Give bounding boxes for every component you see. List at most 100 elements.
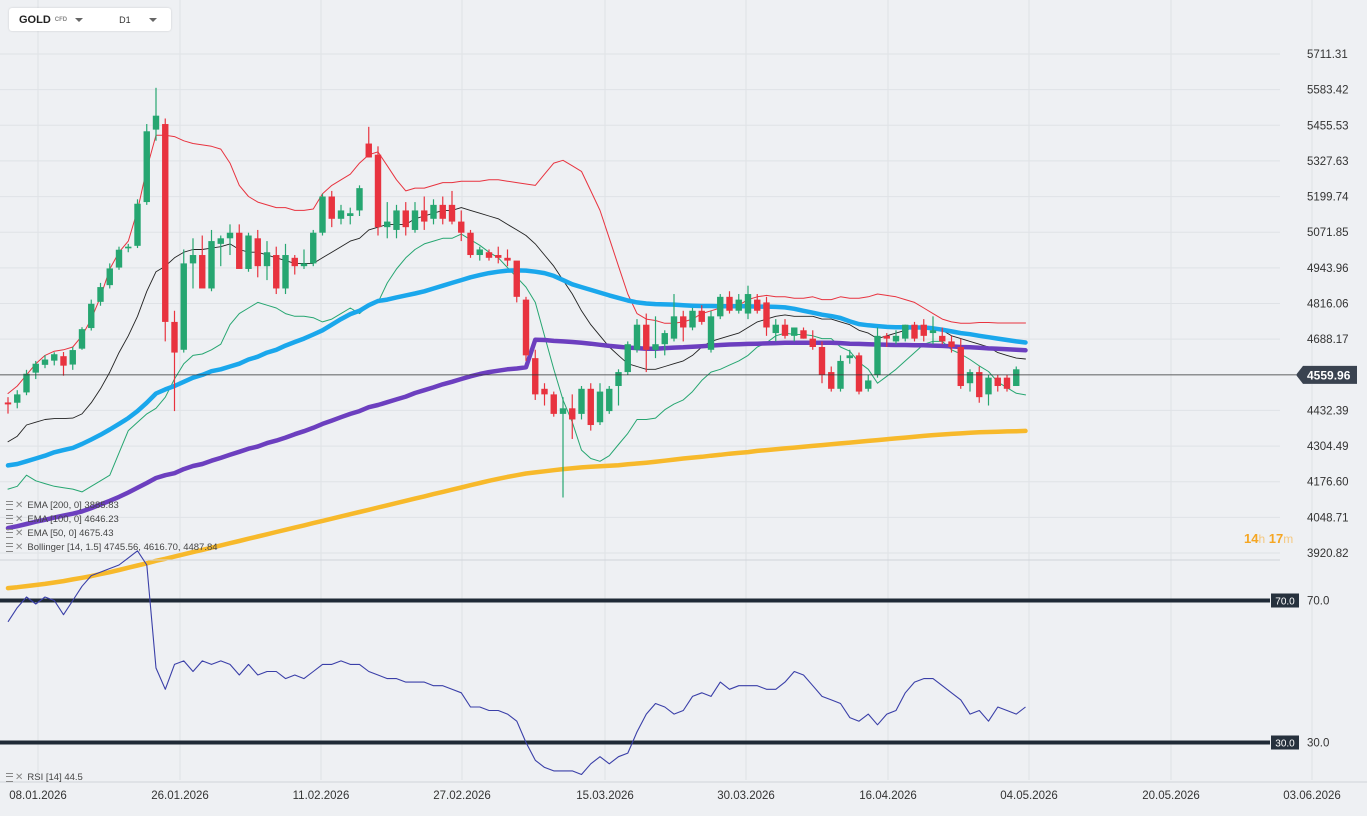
candle-bullish[interactable]	[615, 369, 622, 406]
candle-bearish[interactable]	[754, 294, 761, 314]
candle-bearish[interactable]	[254, 229, 261, 278]
candle-bearish[interactable]	[680, 310, 687, 342]
candle-bullish[interactable]	[411, 202, 419, 233]
candle-bullish[interactable]	[652, 316, 659, 359]
settings-icon[interactable]	[6, 543, 13, 552]
candle-bullish[interactable]	[384, 202, 391, 239]
candle-bearish[interactable]	[883, 333, 890, 347]
candle-bullish[interactable]	[865, 374, 872, 392]
settings-icon[interactable]	[6, 501, 13, 510]
candle-bearish[interactable]	[171, 310, 178, 412]
settings-icon[interactable]	[6, 515, 13, 524]
candle-bearish[interactable]	[485, 249, 493, 261]
close-icon[interactable]: ✕	[15, 772, 24, 783]
candle-bullish[interactable]	[180, 249, 187, 353]
candle-bearish[interactable]	[439, 196, 446, 225]
candle-bearish[interactable]	[818, 341, 826, 384]
candle-bearish[interactable]	[855, 352, 863, 395]
close-icon[interactable]: ✕	[15, 542, 24, 553]
candle-bearish[interactable]	[291, 255, 298, 275]
candle-bullish[interactable]	[430, 199, 437, 225]
candle-bullish[interactable]	[846, 349, 853, 364]
symbol-selector[interactable]: GOLD CFD D1	[9, 8, 171, 31]
candle-bullish[interactable]	[717, 294, 724, 320]
candle-bearish[interactable]	[587, 383, 594, 431]
candle-bearish[interactable]	[328, 190, 335, 228]
legend-ema100[interactable]: ✕ EMA [100, 0] 4646.23	[6, 513, 119, 526]
candle-bearish[interactable]	[800, 327, 807, 339]
candle-bullish[interactable]	[966, 369, 974, 392]
candle-bearish[interactable]	[374, 146, 382, 236]
candle-bullish[interactable]	[633, 319, 641, 353]
timeframe-label[interactable]: D1	[119, 14, 131, 25]
candle-bullish[interactable]	[152, 87, 160, 141]
candle-bearish[interactable]	[994, 374, 1001, 392]
close-icon[interactable]: ✕	[15, 514, 24, 525]
candle-bullish[interactable]	[356, 185, 363, 217]
legend-ema200[interactable]: ✕ EMA [200, 0] 3885.83	[6, 499, 119, 512]
candle-bearish[interactable]	[763, 296, 770, 336]
candle-bearish[interactable]	[920, 319, 927, 342]
candle-bullish[interactable]	[69, 346, 76, 370]
candle-bearish[interactable]	[495, 246, 502, 264]
legend-rsi[interactable]: ✕ RSI [14] 44.5	[6, 771, 83, 784]
candle-bullish[interactable]	[393, 204, 400, 239]
candle-bearish[interactable]	[550, 391, 557, 417]
candle-bearish[interactable]	[828, 366, 835, 392]
settings-icon[interactable]	[6, 773, 13, 782]
candle-bullish[interactable]	[874, 327, 881, 378]
candle-bullish[interactable]	[88, 299, 95, 331]
close-icon[interactable]: ✕	[15, 528, 24, 539]
candle-bearish[interactable]	[4, 397, 12, 414]
candle-bullish[interactable]	[245, 232, 252, 272]
candle-bearish[interactable]	[162, 118, 169, 342]
candle-bullish[interactable]	[208, 229, 215, 292]
candle-bullish[interactable]	[929, 316, 937, 345]
candle-bullish[interactable]	[337, 204, 345, 225]
candle-bearish[interactable]	[726, 291, 733, 314]
candle-bearish[interactable]	[948, 335, 955, 353]
candle-bullish[interactable]	[606, 386, 613, 414]
candle-bullish[interactable]	[263, 241, 271, 281]
candle-bearish[interactable]	[199, 235, 206, 289]
candle-bullish[interactable]	[902, 324, 909, 342]
candle-bullish[interactable]	[670, 294, 678, 342]
candle-bullish[interactable]	[300, 249, 308, 269]
candle-bearish[interactable]	[976, 366, 983, 403]
close-icon[interactable]: ✕	[15, 500, 24, 511]
candle-bullish[interactable]	[106, 263, 113, 289]
candle-bearish[interactable]	[541, 383, 548, 406]
candle-bearish[interactable]	[569, 394, 576, 439]
candle-bullish[interactable]	[115, 246, 123, 270]
candle-bullish[interactable]	[319, 193, 326, 236]
candle-bullish[interactable]	[32, 360, 39, 380]
candle-bearish[interactable]	[911, 321, 918, 342]
candle-bullish[interactable]	[559, 397, 567, 498]
candle-bullish[interactable]	[892, 330, 900, 345]
candle-bullish[interactable]	[217, 235, 224, 267]
candle-bullish[interactable]	[51, 352, 58, 366]
candle-bullish[interactable]	[226, 224, 234, 256]
candle-bullish[interactable]	[282, 243, 289, 295]
candle-bullish[interactable]	[707, 310, 715, 353]
candle-bullish[interactable]	[689, 307, 696, 331]
candle-bullish[interactable]	[78, 327, 86, 350]
candle-bullish[interactable]	[134, 199, 141, 249]
candle-bearish[interactable]	[957, 338, 964, 389]
candle-bullish[interactable]	[97, 282, 104, 306]
candle-bullish[interactable]	[578, 386, 585, 420]
candle-bearish[interactable]	[365, 126, 372, 158]
candle-bearish[interactable]	[698, 305, 705, 325]
candle-bearish[interactable]	[939, 327, 946, 345]
candle-bearish[interactable]	[467, 229, 474, 258]
candle-bearish[interactable]	[60, 352, 67, 376]
candle-bullish[interactable]	[23, 369, 30, 396]
candle-bullish[interactable]	[125, 243, 132, 253]
candle-bearish[interactable]	[421, 196, 428, 230]
settings-icon[interactable]	[6, 529, 13, 538]
candle-bullish[interactable]	[189, 238, 197, 289]
timeframe-dropdown-icon[interactable]	[148, 17, 157, 22]
candle-bullish[interactable]	[476, 246, 483, 261]
candle-bearish[interactable]	[236, 224, 243, 269]
